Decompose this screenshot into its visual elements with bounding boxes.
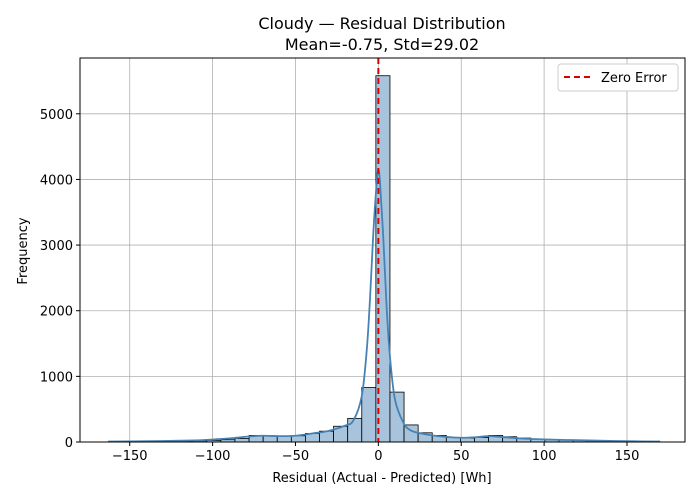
- y-tick-label: 0: [65, 436, 73, 451]
- histogram-bar: [234, 437, 250, 443]
- histogram-bar: [474, 437, 489, 443]
- histogram-bar: [361, 387, 377, 443]
- histogram-bar: [460, 437, 475, 443]
- x-tick-label: 0: [374, 449, 382, 464]
- y-axis-label: Frequency: [16, 217, 31, 284]
- legend-label-zero-error: Zero Error: [601, 71, 667, 86]
- x-axis-ticks: −150 −100 −50 0 50 100 150: [112, 442, 640, 464]
- legend-box: [557, 63, 679, 92]
- x-tick-label: −100: [195, 449, 231, 464]
- y-axis-ticks: 0 1000 2000 3000 4000 5000: [40, 108, 80, 451]
- x-tick-label: 150: [615, 449, 640, 464]
- legend: Zero Error: [557, 63, 679, 92]
- plot-frame: [79, 57, 686, 443]
- chart-title: Cloudy — Residual Distribution: [258, 14, 505, 33]
- histogram-bars: [107, 75, 659, 443]
- x-tick-label: 100: [532, 449, 557, 464]
- x-tick-label: −150: [112, 449, 148, 464]
- y-tick-label: 1000: [40, 370, 73, 385]
- y-tick-label: 4000: [40, 173, 73, 188]
- x-axis-label: Residual (Actual - Predicted) [Wh]: [272, 471, 491, 486]
- chart-subtitle: Mean=-0.75, Std=29.02: [285, 35, 479, 54]
- y-tick-label: 3000: [40, 239, 73, 254]
- histogram-bar: [347, 417, 363, 443]
- x-tick-label: −50: [282, 449, 309, 464]
- y-tick-label: 5000: [40, 108, 73, 123]
- y-tick-label: 2000: [40, 305, 73, 320]
- histogram-bar: [389, 391, 405, 443]
- x-tick-label: 50: [453, 449, 470, 464]
